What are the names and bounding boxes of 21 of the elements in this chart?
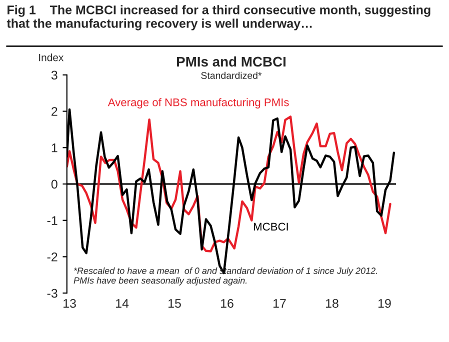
chart-title: Fig 1 The MCBCI increased for a third consecutive month, suggesting that the manufacturing recovery is well underway… bbox=[6, 5, 430, 30]
y-tick-label: -3 bbox=[47, 288, 58, 298]
x-tick-label: 13 bbox=[64, 298, 76, 308]
series-label: Average of NBS manufacturing PMIs bbox=[108, 98, 289, 108]
x-tick-label: 16 bbox=[221, 298, 234, 308]
y-axis-title: Index bbox=[39, 54, 64, 62]
series-label: MCBCI bbox=[254, 222, 288, 231]
y-tick-label: 3 bbox=[51, 70, 58, 80]
annotation: Standardized* bbox=[201, 72, 262, 79]
y-tick-label: -2 bbox=[47, 252, 58, 262]
x-tick-label: 14 bbox=[116, 299, 129, 308]
y-tick-label: -1 bbox=[47, 216, 58, 225]
x-tick-label: 19 bbox=[378, 298, 391, 308]
x-tick-label: 18 bbox=[326, 298, 338, 308]
chart-subtitle: PMIs and MCBCI bbox=[176, 56, 286, 67]
line-series bbox=[66, 116, 392, 252]
x-tick-label: 17 bbox=[273, 299, 286, 308]
x-tick-label: 15 bbox=[168, 299, 181, 308]
y-tick-label: 1 bbox=[52, 144, 58, 152]
y-tick-label: 0 bbox=[51, 180, 58, 189]
y-tick-label: 2 bbox=[52, 107, 58, 116]
